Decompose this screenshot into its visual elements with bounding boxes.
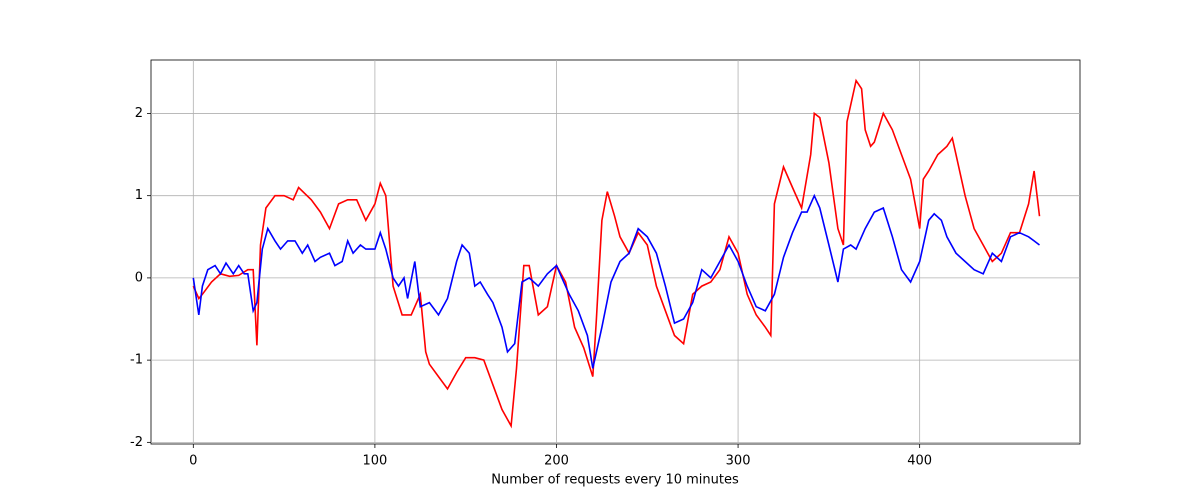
x-tick-label: 400 [907,454,932,469]
x-axis-label: Number of requests every 10 minutes [491,473,739,488]
series-line [192,78,1041,429]
x-tick-label: 0 [189,454,197,469]
y-tick-label: 1 [135,188,143,203]
y-tick-label: 2 [135,106,143,121]
x-tick-label: 200 [544,454,569,469]
x-tick-label: 100 [362,454,387,469]
y-tick-label: -1 [130,353,143,368]
x-tick-label: 300 [726,454,751,469]
plot-frame [150,59,1081,445]
y-tick-label: 0 [135,270,143,285]
series-line [192,193,1040,369]
y-tick-label: -2 [130,435,143,450]
